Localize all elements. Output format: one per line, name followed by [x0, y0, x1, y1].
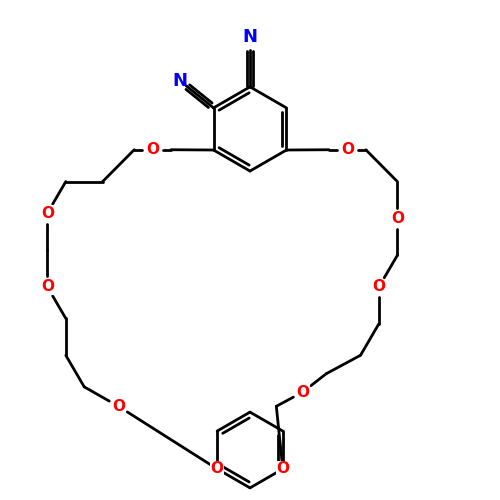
Text: O: O — [41, 280, 54, 294]
Text: O: O — [372, 280, 386, 294]
Text: O: O — [41, 206, 54, 220]
Text: O: O — [146, 142, 159, 157]
Text: O: O — [296, 384, 309, 400]
Text: O: O — [341, 142, 354, 157]
Text: O: O — [210, 462, 224, 476]
Text: O: O — [112, 399, 125, 414]
Text: N: N — [172, 72, 188, 90]
Text: O: O — [391, 211, 404, 226]
Text: O: O — [276, 462, 289, 476]
Text: N: N — [242, 28, 258, 46]
